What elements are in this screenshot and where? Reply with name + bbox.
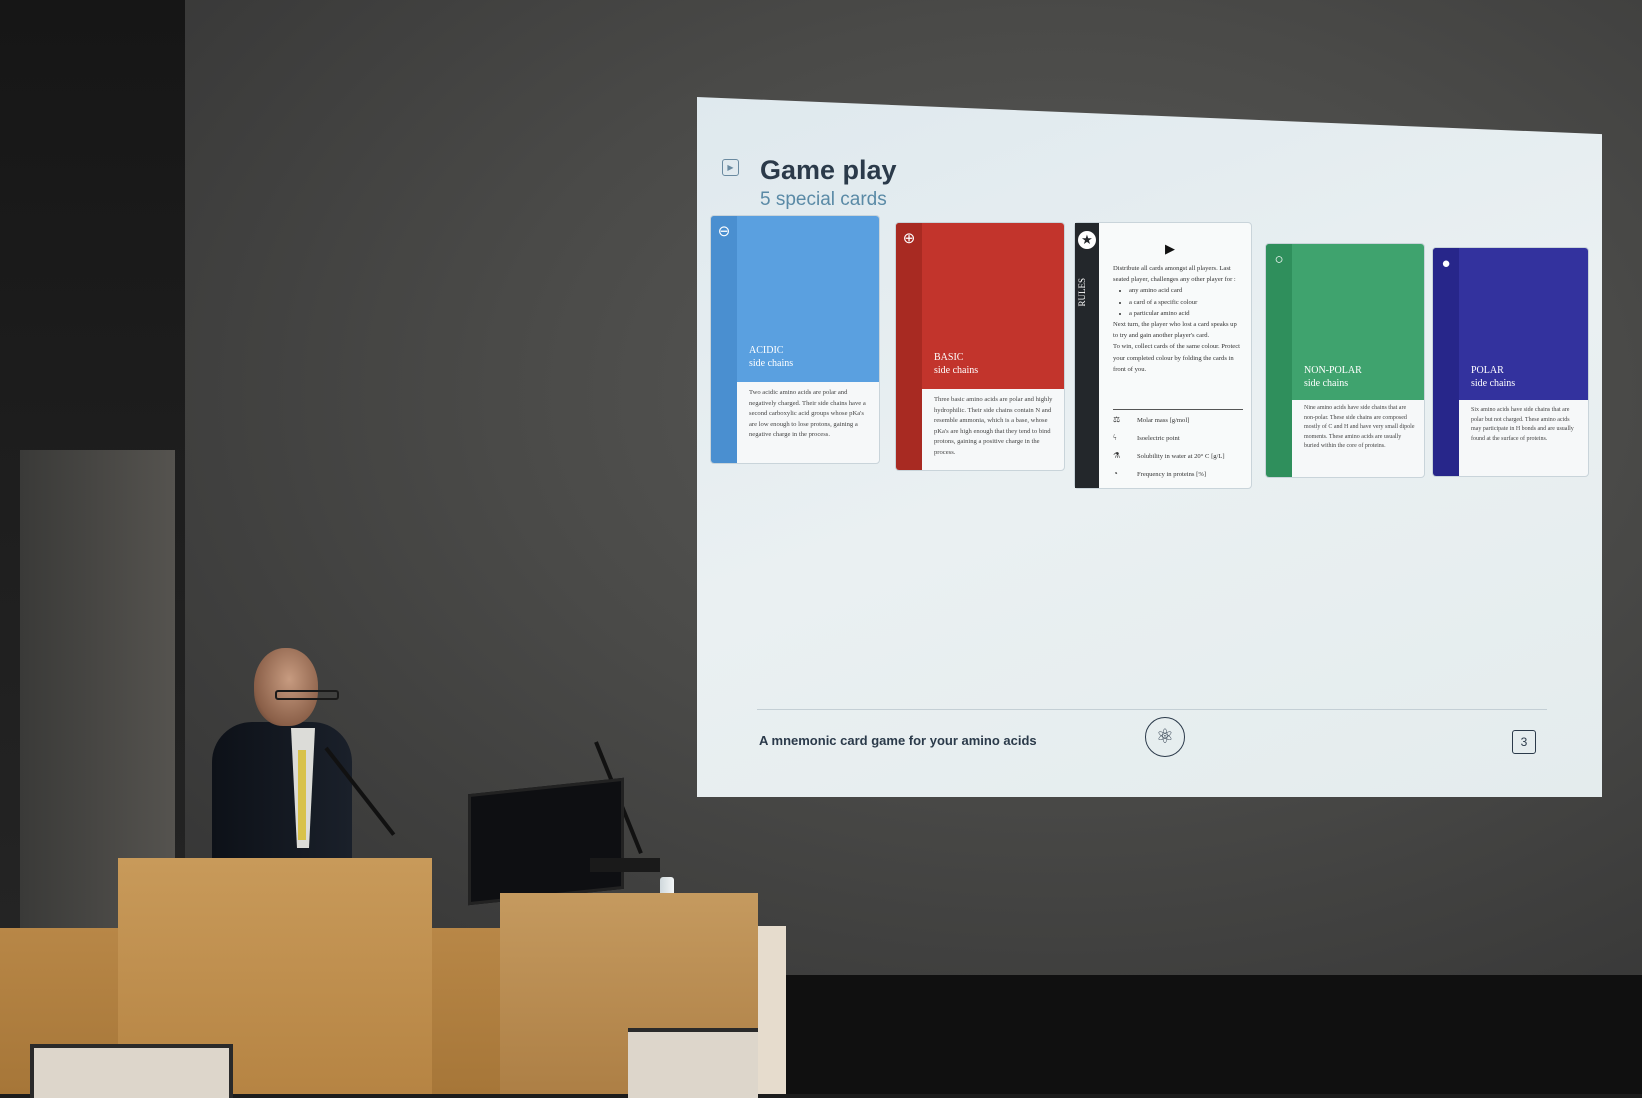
card-rules: ★ RULES ▶ Distribute all cards amongst a… — [1074, 222, 1252, 489]
slide-subtitle: 5 special cards — [760, 189, 887, 210]
divider — [1113, 409, 1243, 410]
molecule-logo-icon: ⚛ — [1145, 717, 1185, 757]
scale-icon: ⚖ — [1113, 415, 1121, 424]
flask-icon: ⚗ — [1113, 451, 1121, 460]
card-label: POLAR side chains — [1471, 365, 1516, 389]
dot-icon: ● — [1435, 250, 1457, 284]
stat-row: ϟ Isoelectric point — [1113, 433, 1180, 442]
play-icon: ▶ — [722, 159, 739, 176]
card-label: BASIC side chains — [934, 352, 979, 376]
plus-icon: ⊕ — [898, 225, 920, 259]
podium-side — [758, 926, 786, 1094]
card-polar: ● POLAR side chains Six amino acids have … — [1432, 247, 1589, 477]
podium-panel — [30, 1044, 233, 1098]
circle-icon: ○ — [1268, 246, 1290, 280]
card-description: Three basic amino acids are polar and hi… — [934, 396, 1053, 456]
pie-icon: ◔ — [1113, 469, 1118, 478]
monitor — [468, 777, 624, 906]
card-label: ACIDIC side chains — [749, 345, 794, 369]
card-acidic: ⊖ ACIDIC side chains Two acidic amino aci… — [710, 215, 880, 464]
slide-footer-text: A mnemonic card game for your amino acid… — [759, 733, 1037, 748]
stat-row: ◔ Frequency in proteins [%] — [1113, 469, 1207, 478]
lightning-icon: ϟ — [1113, 433, 1117, 442]
card-basic: ⊕ BASIC side chains Three basic amino aci… — [895, 222, 1065, 471]
presenter-head — [254, 648, 318, 726]
stat-row: ⚗ Solubility in water at 20° C [g/L] — [1113, 451, 1225, 460]
minus-icon: ⊖ — [713, 218, 735, 252]
footer-divider — [757, 709, 1547, 710]
lanyard — [298, 750, 306, 840]
rules-side-label: RULES — [1077, 278, 1087, 307]
projected-slide: ▶ Game play 5 special cards ⊖ ACIDIC side… — [697, 97, 1602, 797]
page-number: 3 — [1512, 730, 1536, 754]
stage-floor — [780, 975, 1642, 1094]
card-description: Six amino acids have side chains that ar… — [1471, 407, 1574, 442]
stat-row: ⚖ Molar mass [g/mol] — [1113, 415, 1190, 424]
monitor-arm — [590, 858, 660, 872]
play-triangle-icon: ▶ — [1165, 241, 1175, 256]
rules-text: Distribute all cards amongst all players… — [1113, 263, 1243, 375]
card-description: Nine amino acids have side chains that a… — [1304, 405, 1415, 449]
slide-title: Game play — [760, 155, 897, 185]
card-non-polar: ○ NON-POLAR side chains Nine amino acids … — [1265, 243, 1425, 478]
podium-panel — [628, 1028, 758, 1098]
glasses — [275, 690, 339, 700]
card-label: NON-POLAR side chains — [1304, 365, 1362, 389]
card-description: Two acidic amino acids are polar and neg… — [749, 389, 866, 438]
star-icon: ★ — [1078, 231, 1096, 249]
